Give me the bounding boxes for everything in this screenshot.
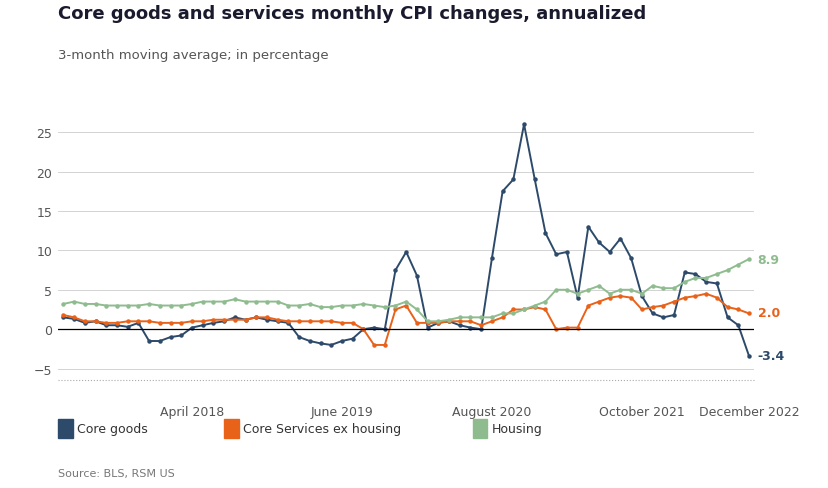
Text: -3.4: -3.4	[757, 350, 784, 363]
Text: Housing: Housing	[491, 422, 542, 435]
Text: Core goods: Core goods	[77, 422, 147, 435]
Text: 8.9: 8.9	[757, 254, 778, 267]
Text: Source: BLS, RSM US: Source: BLS, RSM US	[58, 468, 175, 478]
Text: 3-month moving average; in percentage: 3-month moving average; in percentage	[58, 49, 328, 62]
Text: 2.0: 2.0	[757, 306, 779, 320]
Text: Core goods and services monthly CPI changes, annualized: Core goods and services monthly CPI chan…	[58, 5, 646, 23]
Text: Core Services ex housing: Core Services ex housing	[243, 422, 401, 435]
